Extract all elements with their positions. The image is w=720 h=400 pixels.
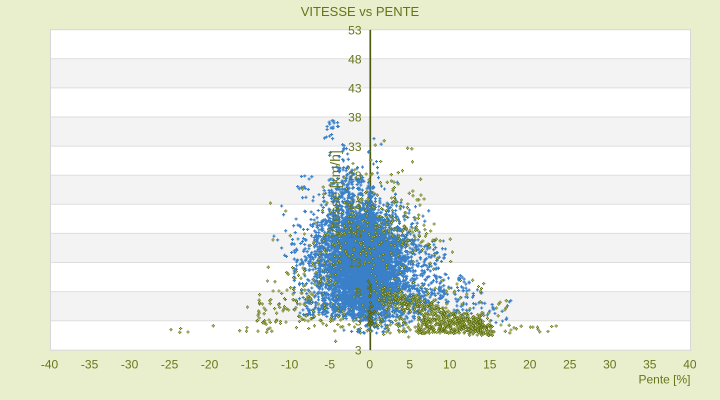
svg-text:53: 53 bbox=[348, 23, 362, 37]
svg-text:28: 28 bbox=[348, 169, 362, 183]
svg-text:3: 3 bbox=[355, 343, 362, 357]
svg-text:38: 38 bbox=[348, 111, 362, 125]
svg-text:33: 33 bbox=[348, 140, 362, 154]
svg-text:-30: -30 bbox=[121, 357, 139, 371]
svg-text:-5: -5 bbox=[324, 357, 335, 371]
svg-text:18: 18 bbox=[348, 227, 362, 241]
svg-text:8: 8 bbox=[355, 285, 362, 299]
svg-text:-20: -20 bbox=[201, 357, 219, 371]
svg-text:25: 25 bbox=[563, 357, 577, 371]
svg-text:Pente [%]: Pente [%] bbox=[638, 373, 690, 387]
svg-text:30: 30 bbox=[603, 357, 617, 371]
svg-text:15: 15 bbox=[483, 357, 497, 371]
svg-text:43: 43 bbox=[348, 82, 362, 96]
svg-text:40: 40 bbox=[683, 357, 697, 371]
svg-text:-15: -15 bbox=[241, 357, 259, 371]
svg-text:Vitesse [km/h]: Vitesse [km/h] bbox=[327, 150, 343, 238]
svg-text:-40: -40 bbox=[41, 357, 59, 371]
svg-text:3: 3 bbox=[355, 314, 362, 328]
svg-text:-35: -35 bbox=[81, 357, 99, 371]
svg-text:35: 35 bbox=[643, 357, 657, 371]
svg-text:10: 10 bbox=[443, 357, 457, 371]
svg-text:5: 5 bbox=[406, 357, 413, 371]
svg-text:23: 23 bbox=[348, 198, 362, 212]
svg-text:0: 0 bbox=[366, 357, 373, 371]
svg-text:VITESSE vs PENTE: VITESSE vs PENTE bbox=[301, 4, 420, 19]
svg-text:13: 13 bbox=[348, 256, 362, 270]
svg-text:48: 48 bbox=[348, 53, 362, 67]
svg-text:20: 20 bbox=[523, 357, 537, 371]
svg-text:-25: -25 bbox=[161, 357, 179, 371]
svg-text:-10: -10 bbox=[281, 357, 299, 371]
